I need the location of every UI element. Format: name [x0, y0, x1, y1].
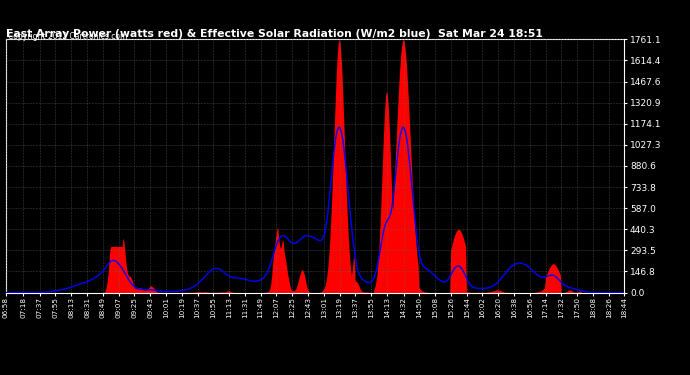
Text: East Array Power (watts red) & Effective Solar Radiation (W/m2 blue)  Sat Mar 24: East Array Power (watts red) & Effective…	[6, 28, 542, 39]
Text: Copyright 2012 Cartronics.com: Copyright 2012 Cartronics.com	[8, 32, 128, 41]
